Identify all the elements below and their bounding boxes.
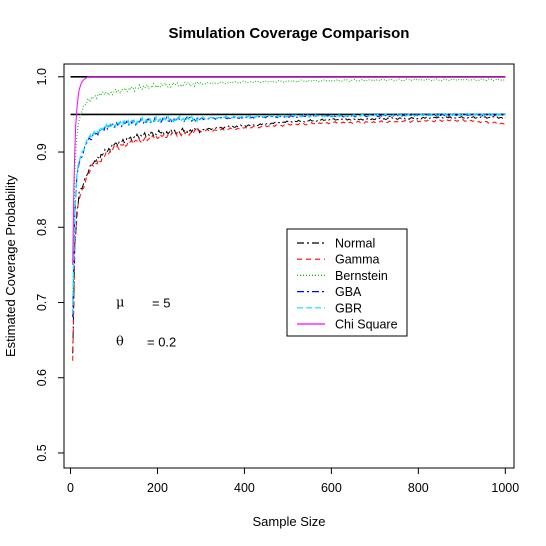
annotation-value: = 5	[152, 295, 170, 310]
x-tick-label: 600	[321, 481, 342, 495]
y-tick-label: 0.5	[35, 444, 49, 461]
y-tick-label: 0.7	[35, 294, 49, 311]
x-tick-label: 800	[408, 481, 429, 495]
legend-label: Normal	[335, 237, 375, 251]
annotation-symbol: θ	[116, 335, 124, 350]
y-tick-label: 0.6	[35, 369, 49, 386]
annotation-symbol: μ	[116, 295, 124, 310]
legend-label: Bernstein	[335, 269, 388, 283]
series-line-gamma	[72, 118, 506, 361]
series-line-bernstein	[72, 78, 506, 304]
legend-label: Gamma	[335, 253, 380, 267]
axes: 0 200 400 600 800 1000 0.5 0.6 0.7 0.8 0.9 1.0	[35, 68, 519, 495]
y-tick-label: 0.9	[35, 143, 49, 160]
x-axis-label: Sample Size	[253, 514, 326, 529]
chart-title: Simulation Coverage Comparison	[169, 25, 410, 42]
legend-box	[286, 228, 408, 337]
y-tick-label: 1.0	[35, 68, 49, 85]
reference-lines	[70, 75, 506, 116]
series-line-normal	[72, 115, 506, 354]
series-line-gbr	[72, 112, 506, 315]
legend: Normal Gamma Bernstein GBA GBR Chi Square	[286, 228, 408, 337]
annotation-value: = 0.2	[147, 335, 176, 350]
plot-frame	[63, 63, 515, 469]
legend-label: GBR	[335, 301, 362, 315]
legend-label: Chi Square	[335, 318, 398, 332]
y-axis-label: Estimated Coverage Probability	[3, 174, 18, 357]
x-tick-label: 1000	[491, 481, 519, 495]
y-tick-label: 0.8	[35, 219, 49, 236]
series-lines	[72, 76, 506, 361]
x-tick-label: 400	[234, 481, 255, 495]
x-tick-label: 0	[67, 481, 74, 495]
series-line-chi-square	[72, 76, 506, 265]
annotations: μ = 5 θ = 0.2	[116, 295, 176, 349]
legend-label: GBA	[335, 285, 362, 299]
x-tick-label: 200	[147, 481, 168, 495]
